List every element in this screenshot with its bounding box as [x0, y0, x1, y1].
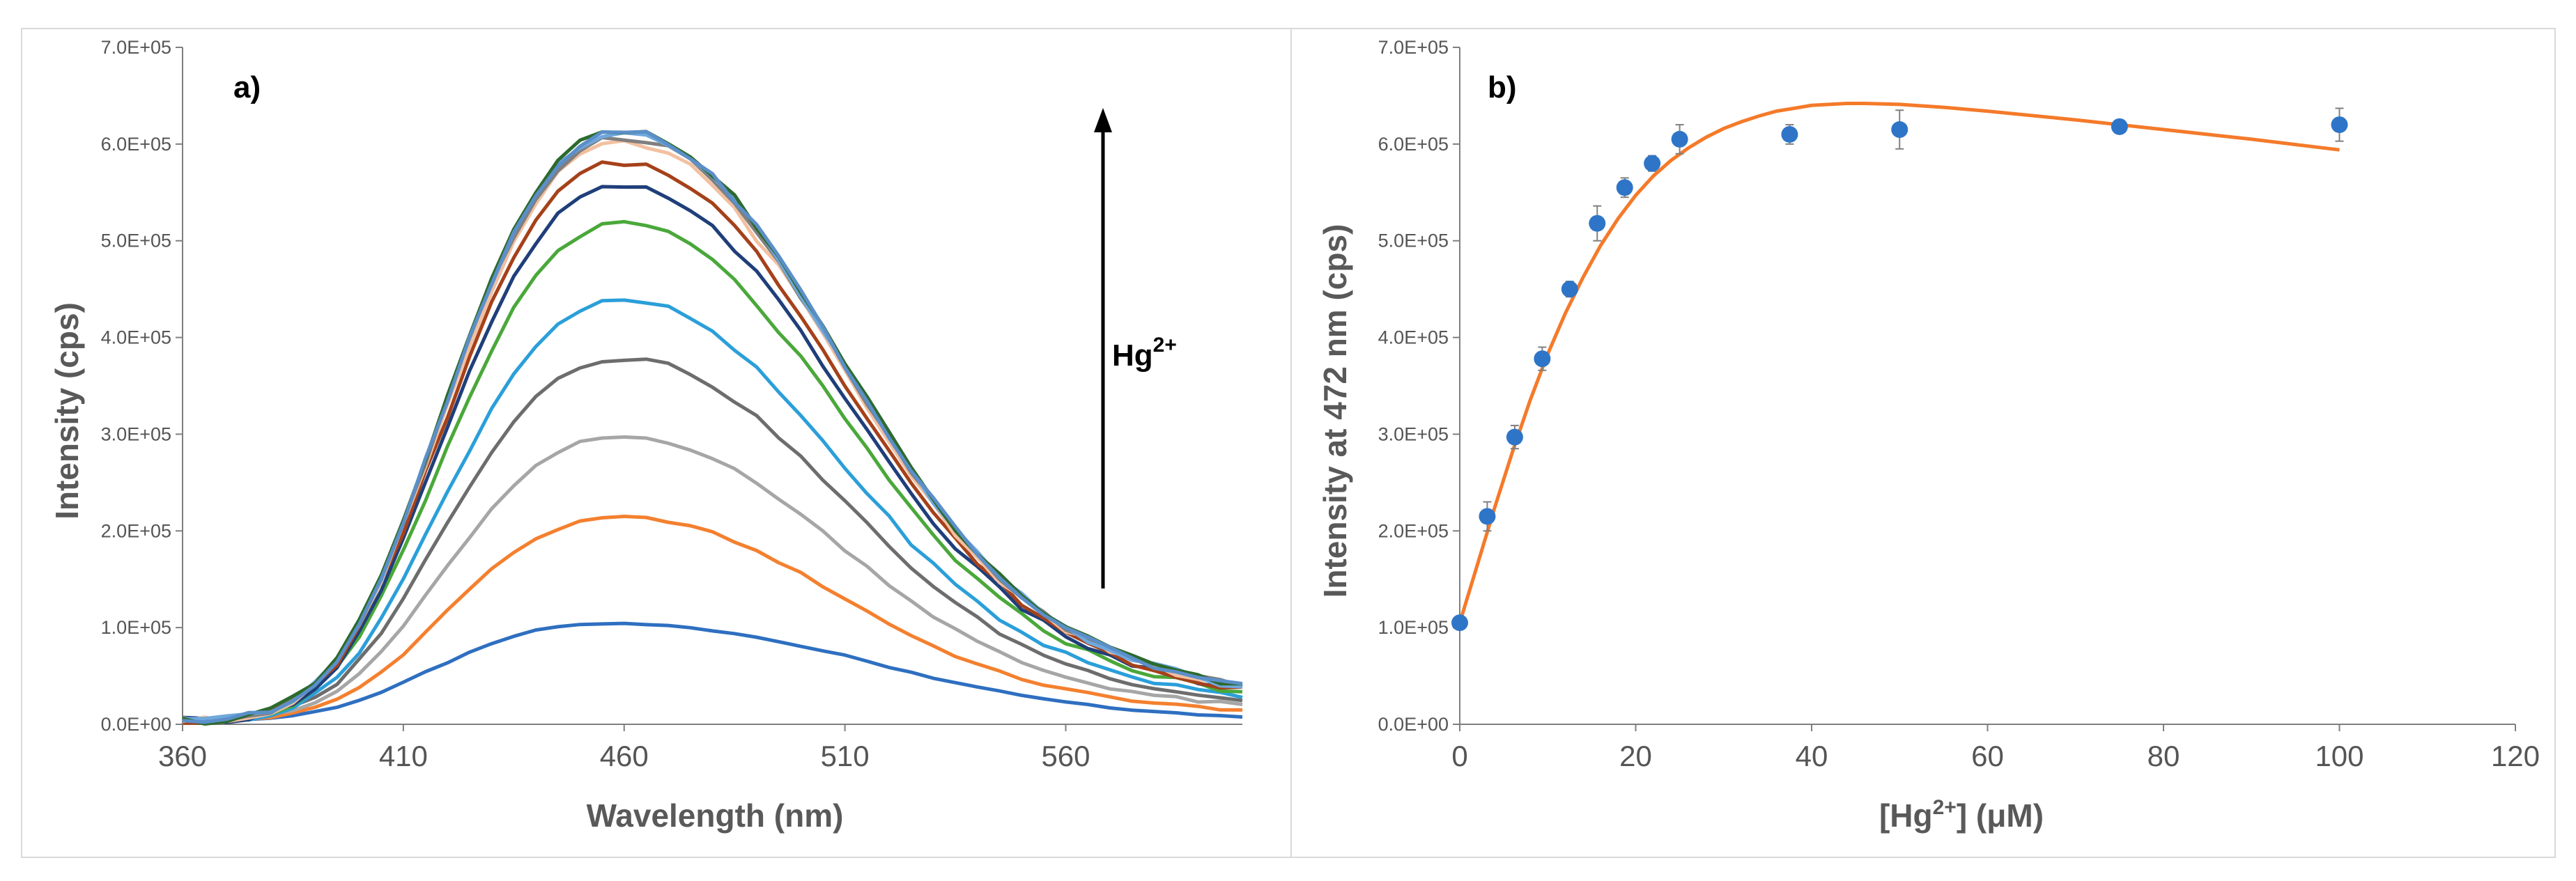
hg-increase-arrowhead [1094, 108, 1112, 132]
spectrum-series-line [182, 357, 1243, 724]
hg-annotation-superscript: 2+ [1153, 334, 1177, 357]
panel-b-data-points [1451, 107, 2348, 632]
panel-b-fit [1458, 102, 2340, 623]
y-tick-label: 6.0E+05 [101, 134, 171, 155]
fit-line [1458, 102, 2340, 623]
y-tick-label: 6.0E+05 [1378, 134, 1449, 155]
data-point [1451, 614, 1468, 632]
y-tick-label: 3.0E+05 [101, 423, 171, 444]
x-tick-label: 100 [2315, 740, 2363, 772]
x-tick-label: 60 [1971, 740, 2004, 772]
panel-b-x-ticks: 0 20 40 60 80 100 120 [1451, 724, 2540, 772]
y-tick-label: 3.0E+05 [1378, 423, 1449, 444]
data-point [2331, 116, 2348, 134]
spectrum-series-line [182, 219, 1243, 725]
panel-b-frame [1290, 28, 2556, 858]
data-point [1616, 179, 1633, 196]
panel-a-y-ticks: 0.0E+00 1.0E+05 2.0E+05 3.0E+05 4.0E+05 5.0E+… [101, 37, 183, 735]
y-tick-label: 0.0E+00 [101, 714, 171, 735]
data-point [1589, 215, 1606, 232]
x-tick-label: 410 [379, 740, 428, 772]
y-tick-label: 4.0E+05 [1378, 327, 1449, 348]
spectrum-series-line [182, 130, 1243, 724]
panel-a-x-axis-title: Wavelength (nm) [587, 797, 844, 834]
panel-a-spectra [182, 130, 1243, 726]
panel-b-y-axis-title: Intensity at 472 nm (cps) [1317, 224, 1353, 598]
panel-a-y-axis-title: Intensity (cps) [49, 302, 85, 520]
x-tick-label: 360 [158, 740, 207, 772]
y-tick-label: 1.0E+05 [1378, 617, 1449, 638]
data-point [1644, 155, 1661, 172]
chart-panel-b: 0.0E+00 1.0E+05 2.0E+05 3.0E+05 4.0E+05 5.0E+… [1317, 37, 2540, 834]
data-point [1561, 281, 1578, 298]
chart-panel-a: 0.0E+00 1.0E+05 2.0E+05 3.0E+05 4.0E+05 5.0E+… [49, 37, 1243, 834]
data-point [1534, 350, 1551, 368]
hg-annotation-label: Hg2+ [1112, 334, 1177, 373]
panel-a-x-ticks: 360 410 460 510 560 [158, 724, 1090, 772]
data-point [2111, 118, 2128, 135]
y-tick-label: 5.0E+05 [1378, 231, 1449, 251]
y-tick-label: 1.0E+05 [101, 617, 171, 638]
panel-b-x-axis-title: [Hg2+] (μM) [1879, 796, 2044, 834]
x-tick-label: 460 [600, 740, 649, 772]
y-tick-label: 4.0E+05 [101, 327, 171, 348]
panel-b-label: b) [1488, 70, 1517, 104]
spectrum-series-line [182, 435, 1243, 724]
x-tick-label: 120 [2491, 740, 2540, 772]
spectrum-series-line [182, 621, 1243, 723]
x-tick-label: 510 [821, 740, 870, 772]
spectrum-series-line [182, 298, 1243, 724]
spectrum-series-line [182, 515, 1243, 724]
y-tick-label: 7.0E+05 [101, 37, 171, 58]
x-tick-label: 0 [1451, 740, 1467, 772]
data-point [1781, 125, 1798, 143]
data-point [1891, 121, 1908, 139]
y-tick-label: 2.0E+05 [1378, 520, 1449, 541]
data-point [1506, 428, 1523, 446]
y-tick-label: 0.0E+00 [1378, 714, 1449, 735]
panel-b-y-ticks: 0.0E+00 1.0E+05 2.0E+05 3.0E+05 4.0E+05 5.0E+… [1378, 37, 1460, 735]
x-tick-label: 40 [1796, 740, 1828, 772]
panel-b-x-axis-title-superscript: 2+ [1933, 796, 1957, 819]
y-tick-label: 2.0E+05 [101, 520, 171, 541]
data-point [1671, 130, 1688, 148]
data-point [1479, 508, 1496, 525]
y-tick-label: 7.0E+05 [1378, 37, 1449, 58]
x-tick-label: 560 [1041, 740, 1090, 772]
x-tick-label: 20 [1619, 740, 1652, 772]
y-tick-label: 5.0E+05 [101, 231, 171, 251]
spectrum-series-line [182, 185, 1243, 724]
x-tick-label: 80 [2147, 740, 2180, 772]
panel-a-label: a) [233, 70, 261, 104]
